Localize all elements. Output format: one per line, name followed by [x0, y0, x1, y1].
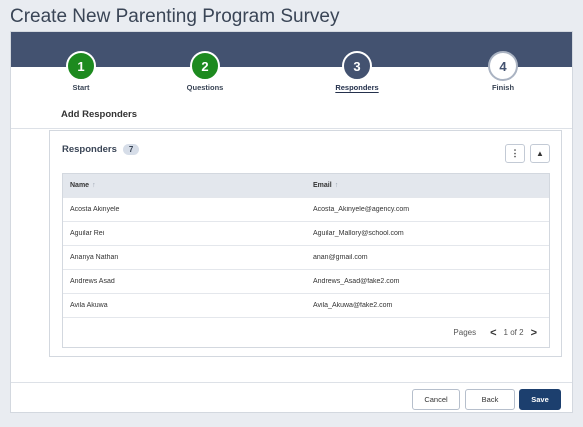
sort-icon: ↑	[334, 182, 339, 189]
step-circle-4: 4	[488, 51, 518, 81]
column-email-label: Email	[313, 182, 332, 189]
section-title: Add Responders	[61, 109, 138, 120]
step-circle-1: 1	[66, 51, 96, 81]
responders-table: Name ↑ Email ↑ Acosta Akinyele Acosta_Akin…	[62, 173, 550, 348]
table-row[interactable]: Ananya Nathan anan@gmail.com	[63, 245, 549, 269]
responder-email: Avila_Akuwa@fake2.com	[313, 302, 393, 309]
responder-name: Andrews Asad	[70, 278, 115, 285]
table-row[interactable]: Acosta Akinyele Acosta_Akinyele@agency.c…	[63, 197, 549, 221]
responder-email: Acosta_Akinyele@agency.com	[313, 206, 410, 213]
responder-name: Avila Akuwa	[70, 302, 108, 309]
step-label-finish: Finish	[491, 83, 515, 92]
back-button[interactable]: Back	[465, 389, 515, 410]
pagination-info: 1 of 2	[503, 328, 524, 337]
column-header-email[interactable]: Email ↑	[306, 182, 549, 189]
chevron-left-icon[interactable]: <	[490, 326, 497, 339]
table-row[interactable]: Andrews Asad Andrews_Asad@fake2.com	[63, 269, 549, 293]
responders-panel: Responders 7 ⋮ ▲ Name ↑ Email ↑ Acosta Aki…	[49, 130, 562, 357]
wizard-card: 1 Start 2 Questions 3 Responders 4 Finis…	[10, 31, 573, 413]
step-circle-2: 2	[190, 51, 220, 81]
divider	[11, 128, 572, 129]
responder-email: Andrews_Asad@fake2.com	[313, 278, 400, 285]
collapse-icon[interactable]: ▲	[530, 144, 550, 163]
table-header: Name ↑ Email ↑	[63, 174, 549, 197]
step-label-questions: Questions	[186, 83, 224, 92]
table-row[interactable]: Avila Akuwa Avila_Akuwa@fake2.com	[63, 293, 549, 317]
responders-header: Responders 7	[62, 144, 140, 155]
footer-divider	[11, 382, 572, 383]
table-row[interactable]: Aguilar Rei Aguilar_Mallory@school.com	[63, 221, 549, 245]
column-header-name[interactable]: Name ↑	[63, 182, 306, 189]
step-finish[interactable]: 4 Finish	[453, 51, 553, 92]
responder-name: Acosta Akinyele	[70, 206, 120, 213]
stepper-band	[11, 32, 572, 67]
step-questions[interactable]: 2 Questions	[155, 51, 255, 92]
page-title: Create New Parenting Program Survey	[10, 6, 340, 27]
chevron-right-icon[interactable]: >	[530, 326, 537, 339]
column-name-label: Name	[70, 182, 90, 189]
step-responders[interactable]: 3 Responders	[307, 51, 407, 92]
more-options-icon[interactable]: ⋮	[505, 144, 525, 163]
sort-icon: ↑	[92, 182, 96, 189]
responder-name: Aguilar Rei	[70, 230, 105, 237]
step-label-start: Start	[72, 83, 90, 92]
responder-email: Aguilar_Mallory@school.com	[313, 230, 404, 237]
step-label-responders: Responders	[335, 83, 379, 92]
responders-title: Responders	[62, 144, 117, 155]
save-button[interactable]: Save	[519, 389, 561, 410]
responder-email: anan@gmail.com	[313, 254, 368, 261]
step-circle-3: 3	[342, 51, 372, 81]
pagination-label: Pages	[453, 328, 477, 337]
cancel-button[interactable]: Cancel	[412, 389, 460, 410]
responders-count-badge: 7	[122, 144, 140, 155]
step-start[interactable]: 1 Start	[31, 51, 131, 92]
pagination: Pages < 1 of 2 >	[63, 317, 549, 347]
responder-name: Ananya Nathan	[70, 254, 119, 261]
